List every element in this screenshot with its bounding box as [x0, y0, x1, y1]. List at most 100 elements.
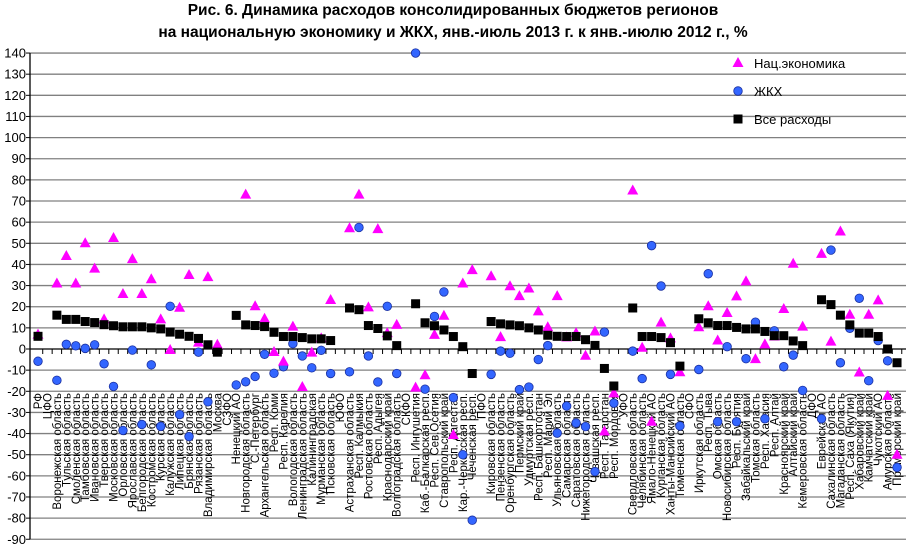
data-point-triangle: [853, 366, 865, 377]
y-tick-label: -60: [7, 468, 26, 483]
data-point-circle: [656, 281, 666, 291]
data-point-triangle: [608, 387, 620, 398]
x-tick-label: Оренбургская область: [505, 393, 517, 513]
x-tick-label: Респ. Татарстан: [599, 393, 611, 479]
data-point-triangle: [466, 264, 478, 275]
data-point-circle: [382, 301, 392, 311]
data-point-square: [741, 324, 751, 334]
data-point-circle: [694, 364, 704, 375]
x-tick-label: Респ. Мордовия: [609, 393, 621, 479]
x-tick-label: Каб.-Балкарская респ.: [420, 393, 432, 513]
data-point-triangle: [598, 425, 610, 436]
data-point-triangle: [646, 415, 658, 426]
data-point-triangle: [277, 355, 289, 366]
data-point-triangle: [542, 321, 554, 332]
x-tick-label: Тверская область: [99, 393, 111, 488]
data-point-circle: [552, 428, 562, 438]
data-point-square: [458, 342, 468, 352]
chart-title-line-1: Рис. 6. Динамика расходов консолидирован…: [187, 2, 719, 19]
x-tick-label: Ненецкий АО: [231, 393, 243, 465]
data-point-square: [656, 333, 666, 343]
y-tick-label: 0: [19, 342, 26, 357]
data-point-circle: [712, 417, 723, 427]
data-point-triangle: [306, 346, 318, 357]
data-point-square: [514, 321, 524, 331]
x-tick-label: Смоленская область: [71, 393, 83, 504]
data-point-circle: [637, 373, 647, 384]
data-point-square: [316, 334, 326, 344]
legend-label: Нац.экономика: [754, 56, 846, 71]
y-tick-label: 40: [12, 257, 26, 272]
x-tick-label: Томская область: [750, 393, 762, 483]
data-points: [32, 48, 903, 525]
x-tick-label: Ивановская область: [90, 393, 102, 502]
data-point-triangle: [844, 308, 856, 319]
x-tick-label: Красноярский край: [779, 393, 791, 495]
data-point-circle: [373, 377, 383, 387]
legend-circle-marker: [733, 86, 743, 96]
data-point-circle: [33, 356, 43, 366]
data-point-square: [883, 344, 893, 354]
y-tick-label: 80: [12, 172, 26, 187]
data-point-circle: [439, 287, 449, 297]
x-tick-label: Еврейская АО: [817, 393, 829, 469]
data-point-triangle: [693, 321, 705, 332]
x-tick-label: Респ. Сев.Осетия: [429, 393, 441, 488]
data-point-triangle: [117, 288, 129, 299]
data-point-circle: [675, 421, 685, 431]
data-point-circle: [854, 293, 864, 303]
x-tick-label: С.-Петербург: [250, 393, 262, 463]
data-point-circle: [392, 368, 402, 379]
data-point-circle: [429, 311, 440, 322]
data-point-circle: [797, 385, 808, 396]
data-point-square: [373, 323, 383, 333]
data-point-circle: [543, 340, 553, 351]
data-point-square: [713, 321, 723, 331]
data-point-triangle: [485, 270, 497, 281]
data-point-triangle: [325, 293, 337, 304]
data-point-triangle: [211, 338, 223, 349]
x-tick-label: Кировская область: [486, 393, 498, 494]
x-tick-label: Респ. Марий Эл: [543, 393, 555, 478]
y-tick-label: -70: [7, 489, 26, 504]
data-point-triangle: [504, 280, 516, 291]
data-point-triangle: [249, 300, 261, 311]
data-point-triangle: [70, 277, 82, 288]
data-point-square: [439, 325, 449, 335]
data-point-triangle: [731, 290, 743, 301]
x-tick-label: Москва: [212, 392, 224, 432]
data-point-square: [307, 334, 317, 344]
data-point-square: [543, 330, 553, 340]
x-tick-label: Алтайский край: [788, 393, 800, 476]
x-tick-label: Волгоградская область: [392, 393, 404, 517]
x-tick-label: Чувашская респ.: [590, 393, 602, 483]
data-point-square: [703, 318, 713, 328]
data-point-circle: [646, 240, 657, 251]
data-point-square: [33, 331, 43, 341]
data-point-square: [722, 321, 732, 331]
data-point-square: [354, 305, 364, 315]
data-point-square: [137, 322, 147, 332]
data-point-circle: [609, 398, 619, 408]
data-point-triangle: [202, 271, 214, 282]
data-point-square: [392, 341, 402, 351]
data-point-square: [505, 320, 515, 330]
x-tick-label: Респ. Хакасия: [760, 393, 772, 469]
x-tick-label: Амурская область: [883, 393, 895, 490]
data-point-triangle: [428, 328, 440, 339]
data-point-circle: [826, 245, 836, 255]
data-point-square: [411, 299, 421, 309]
data-point-triangle: [655, 316, 667, 327]
data-point-square: [231, 310, 241, 320]
y-tick-label: 60: [12, 215, 26, 230]
data-point-circle: [259, 349, 270, 359]
data-point-triangle: [410, 381, 422, 392]
y-tick-label: -10: [7, 363, 26, 378]
y-tick-label: -20: [7, 384, 26, 399]
data-point-circle: [420, 384, 430, 394]
x-tick-label: Респ. Коми: [269, 393, 281, 452]
data-point-triangle: [79, 237, 91, 248]
data-point-triangle: [362, 301, 374, 312]
data-point-square: [71, 314, 81, 324]
